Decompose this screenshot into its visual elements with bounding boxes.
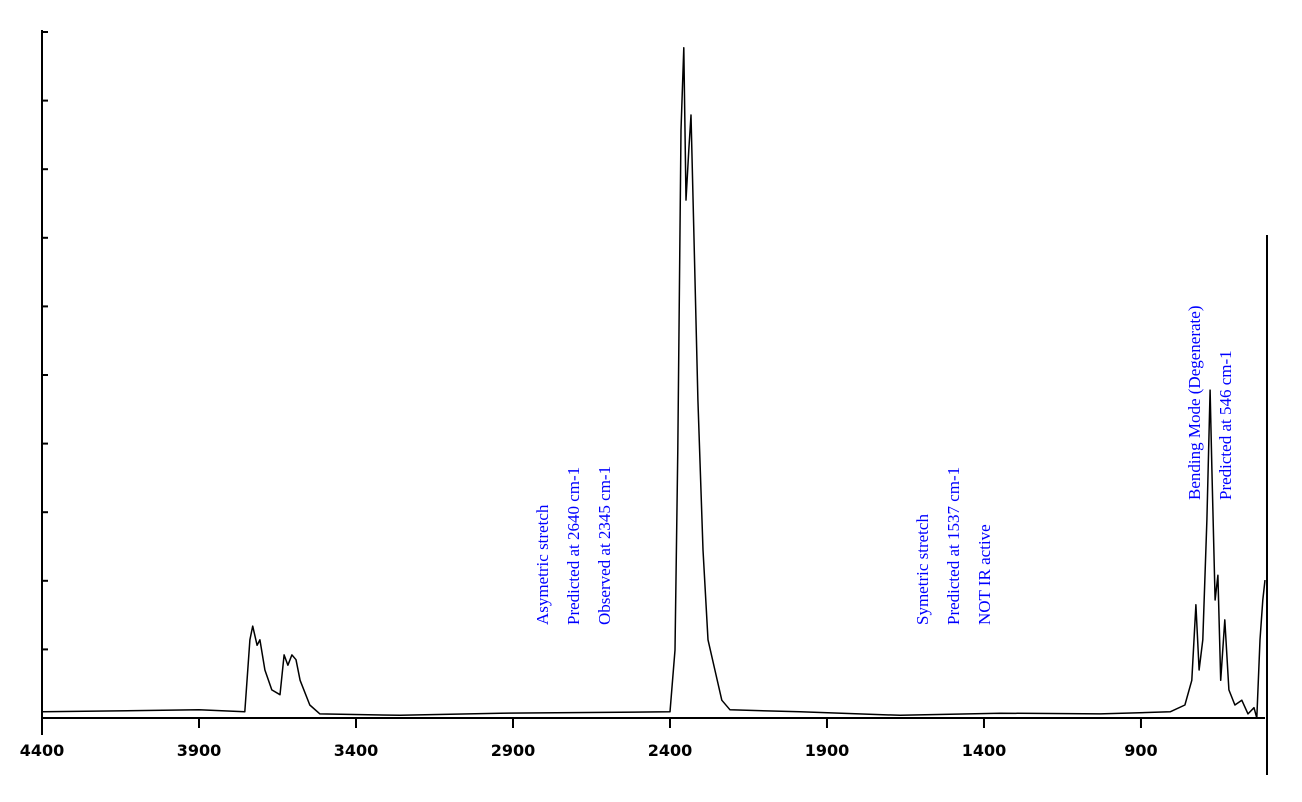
annotation: Observed at 2345 cm-1 bbox=[595, 466, 614, 625]
x-tick-label: 3900 bbox=[177, 741, 222, 760]
annotation: Symetric stretch bbox=[913, 514, 932, 625]
x-tick-label: 2400 bbox=[648, 741, 693, 760]
x-tick-label: 3400 bbox=[334, 741, 379, 760]
annotation: Predicted at 2640 cm-1 bbox=[564, 467, 583, 625]
x-tick-label: 1900 bbox=[805, 741, 850, 760]
x-tick-label: 900 bbox=[1124, 741, 1157, 760]
spectrum-line bbox=[41, 47, 1266, 719]
annotation: Predicted at 1537 cm-1 bbox=[944, 467, 963, 625]
annotation: NOT IR active bbox=[975, 524, 994, 625]
annotation: Predicted at 546 cm-1 bbox=[1216, 350, 1235, 500]
annotation: Bending Mode (Degenerate) bbox=[1185, 306, 1204, 500]
annotation: Asymetric stretch bbox=[533, 504, 552, 625]
x-tick-label: 4400 bbox=[20, 741, 65, 760]
x-tick-label: 1400 bbox=[962, 741, 1007, 760]
x-tick-label: 2900 bbox=[491, 741, 536, 760]
